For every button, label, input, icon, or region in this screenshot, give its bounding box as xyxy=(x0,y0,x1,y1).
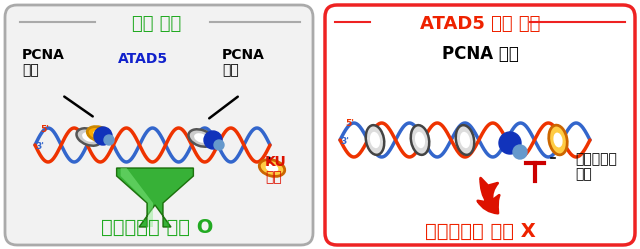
Ellipse shape xyxy=(415,132,425,148)
Text: ATAD5: ATAD5 xyxy=(118,52,168,66)
Text: KU
제거: KU 제거 xyxy=(265,155,287,184)
Ellipse shape xyxy=(87,126,111,141)
Polygon shape xyxy=(120,168,153,227)
Ellipse shape xyxy=(370,132,380,148)
Ellipse shape xyxy=(82,132,96,142)
Text: 단거리절제
방해: 단거리절제 방해 xyxy=(575,152,617,182)
Ellipse shape xyxy=(77,128,102,146)
Text: 상동재조합 복구 O: 상동재조합 복구 O xyxy=(101,218,213,237)
Circle shape xyxy=(204,131,222,149)
Circle shape xyxy=(513,145,527,159)
Text: 정상 세포: 정상 세포 xyxy=(132,15,182,33)
Ellipse shape xyxy=(266,164,278,172)
Ellipse shape xyxy=(554,132,563,147)
Text: 3': 3' xyxy=(35,142,44,151)
Text: 5': 5' xyxy=(345,119,354,128)
Circle shape xyxy=(214,140,224,150)
Ellipse shape xyxy=(460,132,470,148)
Text: 3': 3' xyxy=(340,137,349,146)
Circle shape xyxy=(94,127,112,145)
FancyArrowPatch shape xyxy=(477,178,499,213)
Ellipse shape xyxy=(194,133,208,143)
Ellipse shape xyxy=(93,130,105,138)
Ellipse shape xyxy=(456,125,474,155)
Text: ATAD5 결핍 세포: ATAD5 결핍 세포 xyxy=(420,15,540,33)
Text: 5': 5' xyxy=(40,125,49,134)
Text: 상동재조합 복구 X: 상동재조합 복구 X xyxy=(424,222,536,241)
Ellipse shape xyxy=(411,125,429,155)
FancyBboxPatch shape xyxy=(325,5,635,245)
Polygon shape xyxy=(116,168,193,227)
FancyBboxPatch shape xyxy=(5,5,313,245)
Ellipse shape xyxy=(259,160,285,177)
Ellipse shape xyxy=(366,125,384,155)
Text: PCNA 축적: PCNA 축적 xyxy=(442,45,518,63)
Circle shape xyxy=(104,135,114,145)
Ellipse shape xyxy=(548,125,567,155)
Text: PCNA
분리: PCNA 분리 xyxy=(222,48,265,77)
Circle shape xyxy=(499,132,521,154)
Text: PCNA
분리: PCNA 분리 xyxy=(22,48,65,77)
Ellipse shape xyxy=(189,129,214,147)
